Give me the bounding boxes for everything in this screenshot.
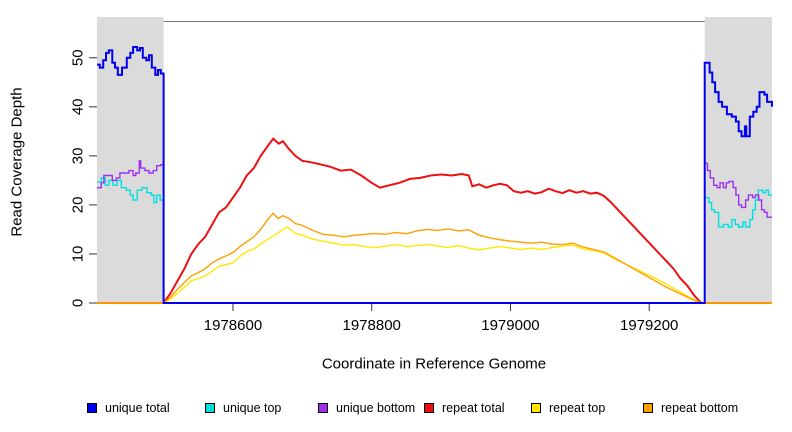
legend-label: repeat bottom — [661, 401, 739, 415]
legend-swatch-icon — [87, 403, 97, 413]
legend-swatch-icon — [531, 403, 541, 413]
legend-swatch-icon — [643, 403, 653, 413]
x-axis-title: Coordinate in Reference Genome — [321, 355, 547, 373]
legend-swatch-icon — [424, 403, 434, 413]
x-tick-label: 1979200 — [620, 317, 678, 334]
series-unique-total — [97, 46, 773, 304]
legend-label: unique total — [105, 401, 170, 415]
y-tick-label: 10 — [70, 246, 87, 263]
legend-item-unique-top: unique top — [205, 401, 281, 415]
series-repeat-total — [97, 137, 772, 304]
series-repeat-bottom — [97, 212, 772, 304]
legend-item-repeat-top: repeat top — [531, 401, 605, 415]
y-tick-label: 20 — [70, 197, 87, 214]
legend-item-unique-total: unique total — [87, 401, 170, 415]
y-tick-label: 50 — [70, 49, 87, 66]
x-tick-label: 1979000 — [481, 317, 539, 334]
y-axis-title: Read Coverage Depth — [8, 87, 26, 237]
x-tick-label: 1978600 — [204, 317, 262, 334]
legend-swatch-icon — [205, 403, 215, 413]
shaded-region — [704, 17, 772, 303]
legend-label: unique top — [223, 401, 282, 415]
series-repeat-top — [97, 226, 772, 304]
legend-item-repeat-total: repeat total — [424, 401, 505, 415]
legend-label: unique bottom — [336, 401, 416, 415]
legend-swatch-icon — [318, 403, 328, 413]
legend-label: repeat top — [549, 401, 606, 415]
series-unique-top — [97, 177, 772, 304]
x-tick-label: 1978800 — [343, 317, 401, 334]
series-unique-bottom — [97, 160, 772, 304]
legend-item-unique-bottom: unique bottom — [318, 401, 415, 415]
y-tick-label: 40 — [70, 98, 87, 115]
legend-item-repeat-bottom: repeat bottom — [643, 401, 738, 415]
legend-label: repeat total — [442, 401, 505, 415]
y-tick-label: 0 — [70, 299, 87, 307]
y-tick-label: 30 — [70, 148, 87, 165]
